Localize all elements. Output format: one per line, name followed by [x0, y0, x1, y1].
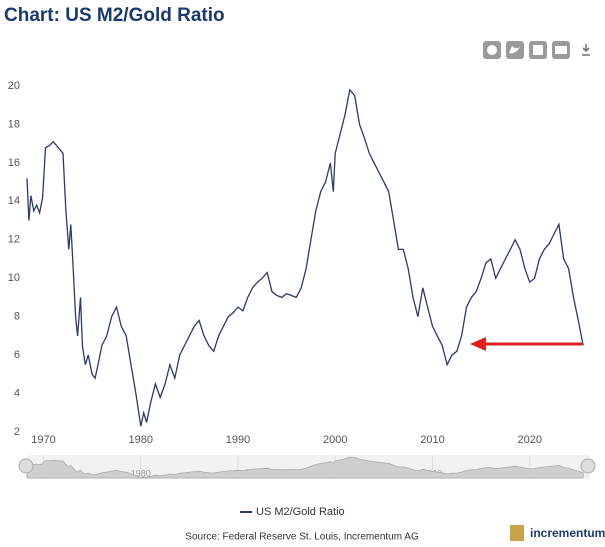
- y-tick-label: 6: [14, 349, 20, 361]
- legend[interactable]: US M2/Gold Ratio: [240, 506, 345, 518]
- y-tick-label: 16: [8, 157, 20, 169]
- x-tick-label: 2000: [323, 434, 347, 446]
- y-tick-label: 14: [8, 195, 20, 207]
- x-tick-label: 1990: [226, 434, 250, 446]
- share-buttons[interactable]: [483, 41, 590, 59]
- source-note: Source: Federal Reserve St. Louis, Incre…: [185, 532, 419, 543]
- y-tick-label: 2: [14, 426, 20, 438]
- y-tick-label: 8: [14, 311, 20, 323]
- icon: [487, 45, 497, 55]
- plot-area: 2 4 6 8 10 12 14 16 18 20 1970 1980 1990 2000 2010 2020: [8, 80, 584, 446]
- y-tick-label: 10: [8, 272, 20, 284]
- icon: [555, 46, 567, 54]
- brand-logo: incrementum: [510, 525, 605, 541]
- navigator-handle[interactable]: [580, 458, 596, 474]
- logo-mark: [510, 525, 524, 541]
- x-tick-label: 2020: [517, 434, 541, 446]
- y-tick-label: 20: [8, 80, 20, 92]
- annotation-arrow: [470, 337, 582, 351]
- y-tick-label: 12: [8, 234, 20, 246]
- logo-text: incrementum: [530, 526, 605, 540]
- x-tick-label: 2010: [420, 434, 444, 446]
- icon: [509, 46, 520, 54]
- y-tick-label: 4: [14, 387, 20, 399]
- y-tick-label: 18: [8, 118, 20, 130]
- icon: [533, 45, 543, 55]
- navigator-handle[interactable]: [18, 458, 34, 474]
- navigator-area: [26, 456, 584, 479]
- arrow-head: [470, 337, 486, 351]
- series-line: [26, 88, 584, 427]
- download-button[interactable]: [582, 44, 590, 56]
- x-tick-label: 1980: [129, 434, 153, 446]
- chart-title: Chart: US M2/Gold Ratio: [4, 5, 225, 26]
- legend-label[interactable]: US M2/Gold Ratio: [256, 506, 345, 518]
- x-tick-label: 1970: [31, 434, 55, 446]
